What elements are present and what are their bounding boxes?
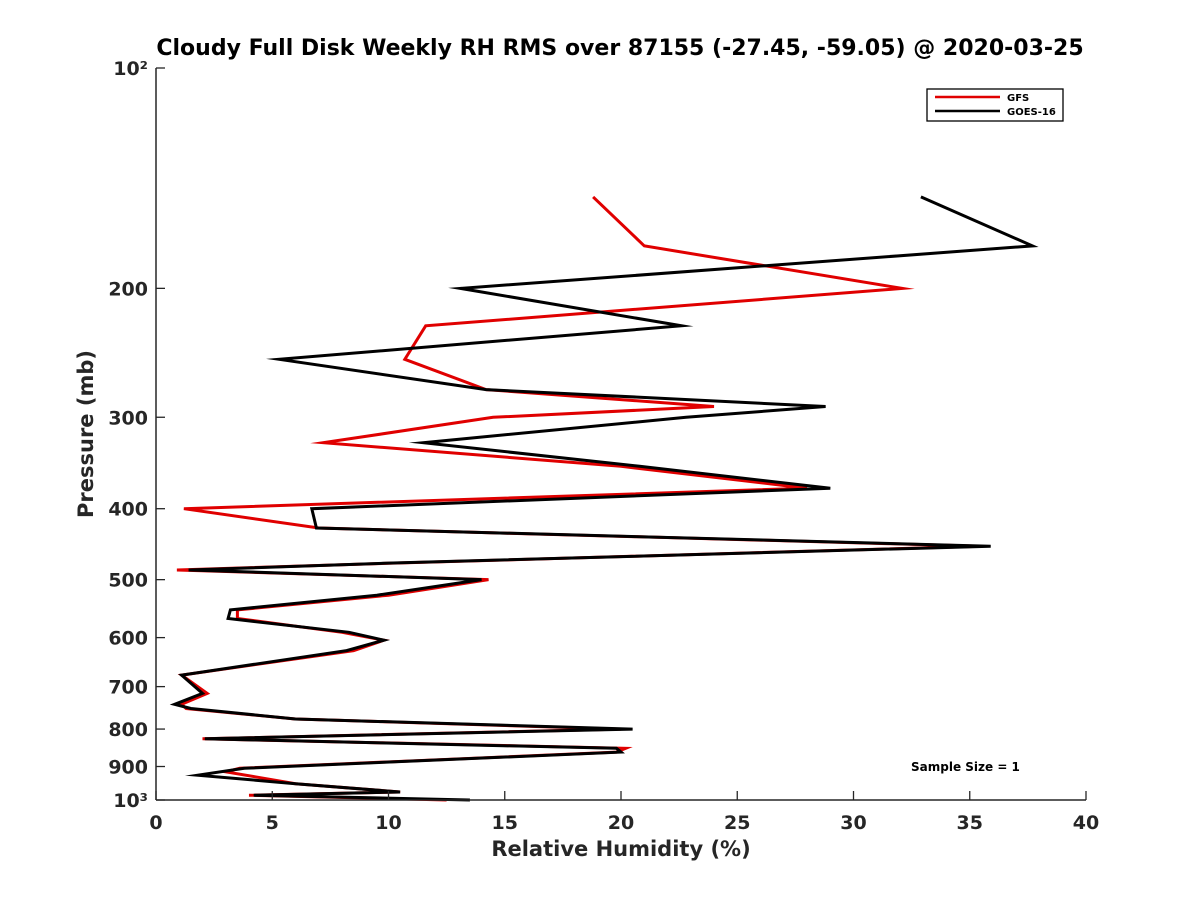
x-tick-label: 30 xyxy=(840,812,866,834)
y-tick-label: 600 xyxy=(108,628,148,650)
y-tick-label: 500 xyxy=(108,570,148,592)
sample-size-note: Sample Size = 1 xyxy=(911,760,1020,774)
y-tick-label: 10² xyxy=(113,58,148,80)
y-tick-label: 400 xyxy=(108,499,148,521)
legend: GFS GOES-16 xyxy=(926,88,1064,122)
plot-series xyxy=(169,195,1039,802)
x-tick-label: 35 xyxy=(957,812,983,834)
x-tick-label: 10 xyxy=(375,812,401,834)
legend-label-gfs: GFS xyxy=(1007,93,1029,104)
x-tick-label: 25 xyxy=(724,812,750,834)
y-tick-label: 200 xyxy=(108,278,148,300)
x-tick-label: 15 xyxy=(492,812,518,834)
y-axis-title: Pressure (mb) xyxy=(74,350,98,518)
x-tick-label: 20 xyxy=(608,812,634,834)
y-ticks: 10² 200 300 400 500 600 700 800 900 10³ xyxy=(108,58,165,812)
x-tick-label: 0 xyxy=(149,812,162,834)
legend-label-goes-16: GOES-16 xyxy=(1007,107,1056,118)
y-tick-label: 700 xyxy=(108,677,148,699)
y-tick-label: 10³ xyxy=(113,790,148,812)
y-tick-label: 300 xyxy=(108,407,148,429)
chart-title: Cloudy Full Disk Weekly RH RMS over 8715… xyxy=(156,36,1083,61)
legend-box xyxy=(926,88,1064,122)
y-tick-label: 800 xyxy=(108,719,148,741)
y-tick-label: 900 xyxy=(108,757,148,779)
series-line-goes-16 xyxy=(169,195,1039,802)
x-tick-label: 40 xyxy=(1073,812,1099,834)
x-tick-label: 5 xyxy=(266,812,279,834)
x-ticks: 0 5 10 15 20 25 30 35 40 xyxy=(149,791,1099,834)
x-axis-title: Relative Humidity (%) xyxy=(491,837,750,861)
